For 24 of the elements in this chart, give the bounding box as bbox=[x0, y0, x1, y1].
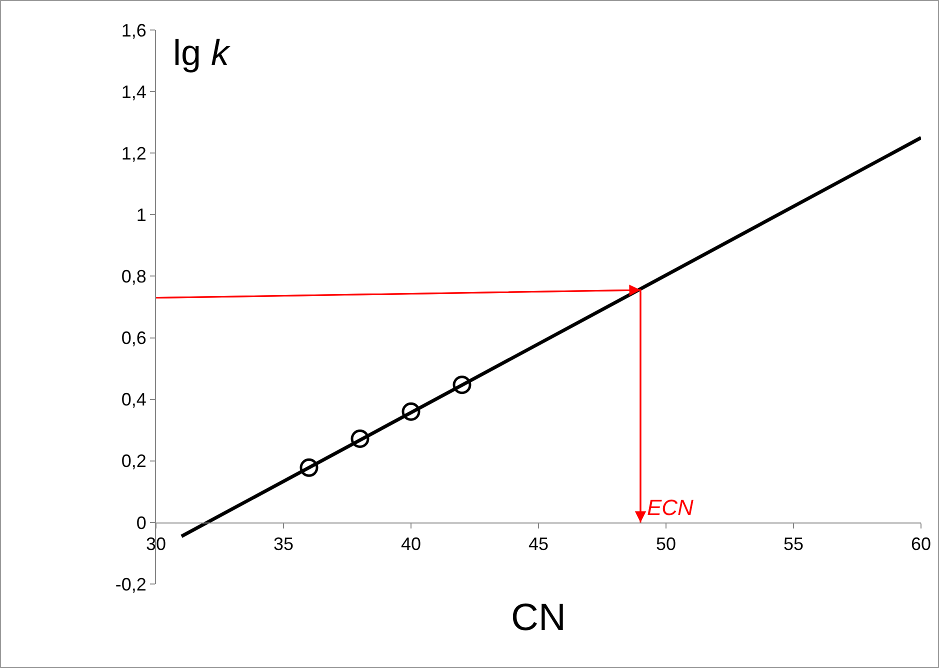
point bbox=[300, 458, 318, 477]
x-tick-label: 30 bbox=[146, 534, 166, 554]
x-tick-label: 50 bbox=[656, 534, 676, 554]
y-tick-label: 0,8 bbox=[121, 266, 146, 287]
annotation: ECN bbox=[647, 495, 694, 520]
y-axis-title: lg k bbox=[173, 32, 232, 73]
y-tick-label: 0,4 bbox=[121, 390, 146, 410]
point bbox=[452, 376, 472, 394]
y-tick-label: 0,2 bbox=[121, 451, 146, 472]
y-tick-label: 0 bbox=[136, 512, 146, 533]
y-tick-label: 1,6 bbox=[121, 20, 146, 40]
x-tick-label: 45 bbox=[528, 534, 549, 554]
y-tick-label: 1,2 bbox=[121, 143, 146, 164]
y-tick-label: -0,2 bbox=[115, 574, 146, 594]
y-tick-label: 0,6 bbox=[121, 328, 146, 348]
x-tick-label: 35 bbox=[273, 534, 294, 554]
x-tick-label: 55 bbox=[783, 534, 804, 554]
y-tick-label: 1 bbox=[136, 204, 146, 225]
x-tick-label: 60 bbox=[910, 534, 932, 554]
point bbox=[402, 402, 420, 421]
x-axis-title: CN bbox=[511, 597, 566, 640]
x-tick-label: 40 bbox=[400, 534, 422, 554]
point bbox=[350, 429, 370, 448]
y-tick-label: 1,4 bbox=[121, 82, 146, 102]
